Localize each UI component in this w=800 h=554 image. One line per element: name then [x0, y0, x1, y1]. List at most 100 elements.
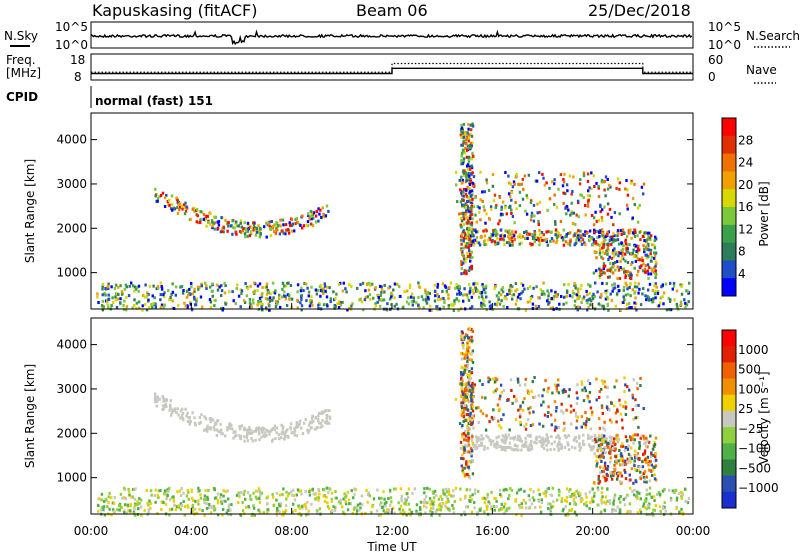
data-cell	[600, 510, 603, 514]
data-cell	[580, 242, 584, 246]
data-cell	[520, 505, 524, 509]
data-cell	[645, 238, 649, 242]
data-cell	[309, 488, 312, 492]
data-cell	[449, 281, 453, 285]
data-cell	[648, 236, 651, 240]
data-cell	[102, 305, 105, 309]
data-cell	[434, 294, 437, 298]
data-cell	[143, 508, 146, 512]
data-cell	[506, 306, 509, 309]
data-cell	[287, 281, 290, 285]
data-cell	[462, 141, 465, 145]
data-cell	[581, 233, 585, 237]
data-cell	[461, 336, 465, 340]
data-cell	[537, 488, 540, 492]
data-cell	[229, 508, 232, 512]
data-cell	[597, 417, 601, 421]
data-cell	[150, 303, 153, 306]
data-cell	[474, 286, 477, 290]
data-cell	[610, 436, 613, 439]
data-cell	[219, 430, 222, 434]
data-cell	[546, 208, 549, 212]
data-cell	[627, 292, 630, 296]
data-cell	[323, 284, 327, 288]
data-cell	[485, 212, 488, 216]
data-cell	[470, 371, 474, 375]
data-cell	[563, 499, 567, 503]
data-cell	[450, 303, 453, 307]
data-cell	[658, 505, 662, 509]
data-cell	[513, 238, 516, 242]
data-cell	[312, 211, 316, 215]
data-cell	[523, 397, 526, 401]
data-cell	[257, 428, 260, 432]
data-cell	[648, 502, 651, 506]
data-cell	[324, 214, 328, 218]
data-cell	[240, 292, 243, 295]
data-cell	[238, 493, 241, 497]
data-cell	[489, 439, 492, 443]
data-cell	[621, 463, 625, 467]
data-cell	[407, 502, 410, 506]
data-cell	[542, 443, 545, 447]
data-cell	[156, 511, 159, 515]
data-cell	[349, 502, 352, 506]
data-cell	[613, 496, 616, 500]
data-cell	[464, 171, 467, 175]
colorbar-tick-label: 25	[738, 402, 753, 416]
data-cell	[576, 287, 579, 291]
data-cell	[310, 502, 313, 506]
data-cell	[470, 189, 474, 193]
data-cell	[534, 238, 538, 241]
data-cell	[614, 252, 617, 256]
data-cell	[311, 414, 314, 418]
data-cell	[495, 499, 498, 503]
data-cell	[464, 192, 468, 196]
data-cell	[261, 286, 264, 289]
data-cell	[394, 487, 398, 491]
data-cell	[576, 199, 580, 203]
data-cell	[465, 188, 468, 192]
data-cell	[466, 185, 469, 189]
data-cell	[388, 488, 392, 492]
data-cell	[537, 499, 541, 503]
data-cell	[102, 505, 106, 509]
data-cell	[460, 191, 463, 195]
data-cell	[195, 297, 199, 301]
data-cell	[120, 290, 124, 294]
data-cell	[518, 233, 522, 237]
data-cell	[617, 268, 621, 272]
data-cell	[630, 446, 633, 450]
data-cell	[624, 413, 628, 416]
data-cell	[487, 435, 490, 439]
data-cell	[557, 493, 561, 497]
data-cell	[482, 437, 485, 440]
data-cell	[96, 295, 99, 299]
data-cell	[530, 199, 533, 203]
data-cell	[325, 495, 328, 499]
data-cell	[491, 377, 495, 381]
data-cell	[257, 432, 261, 436]
data-cell	[292, 494, 295, 498]
data-cell	[525, 194, 528, 197]
data-cell	[369, 297, 372, 301]
data-cell	[614, 442, 617, 446]
data-cell	[387, 286, 390, 290]
data-cell	[516, 295, 520, 299]
data-cell	[212, 426, 216, 429]
data-cell	[538, 243, 541, 247]
data-cell	[510, 208, 513, 212]
data-cell	[191, 207, 194, 211]
y-tick-label: 2000	[56, 426, 87, 440]
data-cell	[473, 506, 476, 510]
data-cell	[466, 251, 469, 255]
data-cell	[256, 289, 259, 293]
data-cell	[107, 495, 110, 499]
data-cell	[217, 430, 220, 434]
data-cell	[527, 494, 530, 498]
data-cell	[456, 286, 459, 290]
data-cell	[524, 440, 528, 444]
data-cell	[659, 509, 662, 513]
data-cell	[179, 502, 183, 506]
data-cell	[519, 407, 522, 411]
